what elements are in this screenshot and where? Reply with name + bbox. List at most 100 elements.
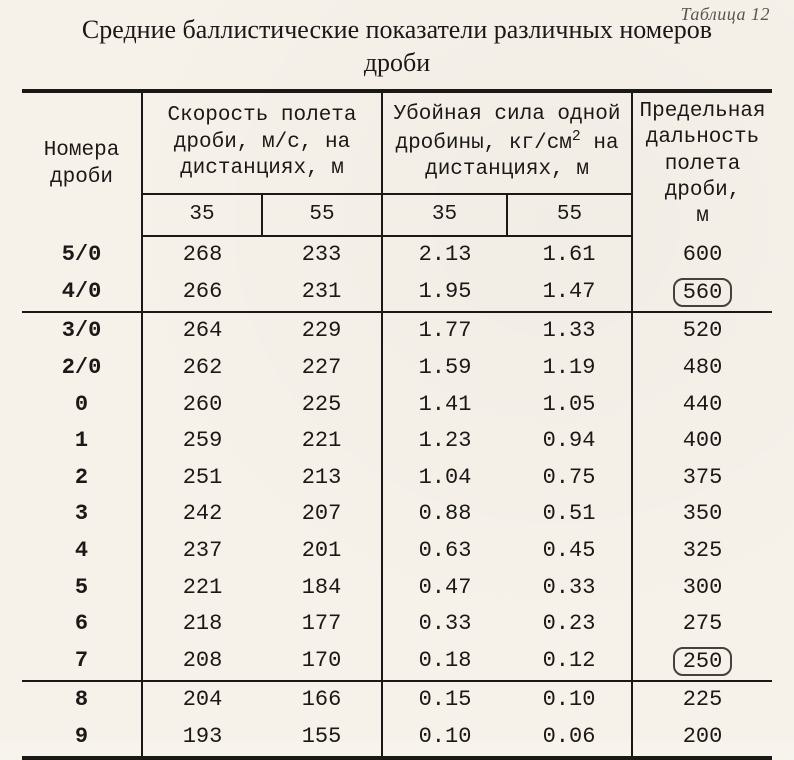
cell-force-35: 0.63	[382, 533, 507, 570]
cell-velocity-35: 221	[142, 570, 262, 607]
cell-velocity-35: 262	[142, 350, 262, 387]
range-header-unit: м	[696, 205, 709, 228]
cell-shot-number: 5	[22, 570, 142, 607]
cell-max-range: 400	[632, 423, 772, 460]
table-row: 42372010.630.45325	[22, 533, 772, 570]
cell-velocity-35: 251	[142, 460, 262, 497]
cell-force-35: 1.95	[382, 274, 507, 313]
title-line-2: дроби	[364, 48, 430, 77]
col-subheader-v55: 55	[262, 194, 382, 237]
cell-shot-number: 6	[22, 606, 142, 643]
cell-max-range: 480	[632, 350, 772, 387]
cell-velocity-35: 264	[142, 312, 262, 350]
table-row: 5/02682332.131.61600	[22, 236, 772, 274]
cell-shot-number: 1	[22, 423, 142, 460]
cell-max-range: 250	[632, 643, 772, 682]
cell-velocity-35: 193	[142, 719, 262, 758]
cell-velocity-55: 177	[262, 606, 382, 643]
cell-force-35: 1.04	[382, 460, 507, 497]
cell-force-55: 0.33	[507, 570, 632, 607]
table-row: 3/02642291.771.33520	[22, 312, 772, 350]
table-header: Номера дроби Скорость полета дроби, м/с,…	[22, 91, 772, 236]
cell-max-range: 300	[632, 570, 772, 607]
cell-velocity-55: 201	[262, 533, 382, 570]
cell-velocity-35: 260	[142, 387, 262, 424]
table-row: 72081700.180.12250	[22, 643, 772, 682]
cell-force-35: 1.23	[382, 423, 507, 460]
table-row: 82041660.150.10225	[22, 681, 772, 719]
cell-force-35: 1.77	[382, 312, 507, 350]
table-row: 62181770.330.23275	[22, 606, 772, 643]
cell-velocity-55: 184	[262, 570, 382, 607]
cell-force-55: 0.94	[507, 423, 632, 460]
cell-shot-number: 7	[22, 643, 142, 682]
cell-force-35: 0.15	[382, 681, 507, 719]
cell-shot-number: 2/0	[22, 350, 142, 387]
cell-force-35: 0.47	[382, 570, 507, 607]
ballistics-table: Номера дроби Скорость полета дроби, м/с,…	[22, 89, 772, 760]
page: Таблица 12 Средние баллистические показа…	[0, 0, 794, 741]
cell-velocity-35: 237	[142, 533, 262, 570]
cell-velocity-55: 229	[262, 312, 382, 350]
title-line-1: Средние баллистические показатели различ…	[82, 15, 712, 44]
cell-velocity-55: 170	[262, 643, 382, 682]
cell-velocity-55: 166	[262, 681, 382, 719]
table-row: 22512131.040.75375	[22, 460, 772, 497]
cell-shot-number: 9	[22, 719, 142, 758]
table-body: 5/02682332.131.616004/02662311.951.47560…	[22, 236, 772, 757]
cell-force-55: 0.51	[507, 496, 632, 533]
col-header-range: Предельная дальность полета дроби, м	[632, 91, 772, 236]
cell-max-range: 350	[632, 496, 772, 533]
cell-velocity-35: 208	[142, 643, 262, 682]
table-row: 02602251.411.05440	[22, 387, 772, 424]
table-row: 52211840.470.33300	[22, 570, 772, 607]
col-header-force-group: Убойная сила одной дробины, кг/см2 на ди…	[382, 91, 632, 194]
cell-force-35: 0.18	[382, 643, 507, 682]
cell-shot-number: 2	[22, 460, 142, 497]
table-row: 32422070.880.51350	[22, 496, 772, 533]
cell-force-35: 1.59	[382, 350, 507, 387]
table-row: 4/02662311.951.47560	[22, 274, 772, 313]
cell-velocity-55: 213	[262, 460, 382, 497]
cell-shot-number: 4	[22, 533, 142, 570]
cell-shot-number: 5/0	[22, 236, 142, 274]
cell-max-range: 200	[632, 719, 772, 758]
highlight-ring: 250	[673, 647, 733, 676]
cell-max-range: 275	[632, 606, 772, 643]
cell-velocity-55: 221	[262, 423, 382, 460]
cell-velocity-55: 207	[262, 496, 382, 533]
col-subheader-v35: 35	[142, 194, 262, 237]
cell-force-55: 1.19	[507, 350, 632, 387]
cell-force-55: 0.45	[507, 533, 632, 570]
cell-velocity-55: 227	[262, 350, 382, 387]
col-header-velocity-group: Скорость полета дроби, м/с, на дистанция…	[142, 91, 382, 194]
force-header-sup: 2	[572, 129, 581, 145]
cell-force-35: 2.13	[382, 236, 507, 274]
page-title: Средние баллистические показатели различ…	[22, 14, 772, 79]
highlight-ring: 560	[673, 278, 733, 307]
cell-max-range: 520	[632, 312, 772, 350]
cell-shot-number: 8	[22, 681, 142, 719]
table-row: 12592211.230.94400	[22, 423, 772, 460]
cell-force-55: 0.75	[507, 460, 632, 497]
cell-velocity-35: 218	[142, 606, 262, 643]
cell-max-range: 600	[632, 236, 772, 274]
cell-velocity-55: 231	[262, 274, 382, 313]
cell-velocity-55: 155	[262, 719, 382, 758]
cell-velocity-35: 242	[142, 496, 262, 533]
table-number-label: Таблица 12	[680, 4, 770, 25]
cell-shot-number: 3	[22, 496, 142, 533]
col-subheader-f55: 55	[507, 194, 632, 237]
cell-velocity-35: 268	[142, 236, 262, 274]
cell-force-35: 1.41	[382, 387, 507, 424]
cell-force-55: 0.10	[507, 681, 632, 719]
table-row: 91931550.100.06200	[22, 719, 772, 758]
cell-force-55: 1.33	[507, 312, 632, 350]
cell-max-range: 560	[632, 274, 772, 313]
cell-max-range: 325	[632, 533, 772, 570]
cell-velocity-55: 233	[262, 236, 382, 274]
cell-max-range: 225	[632, 681, 772, 719]
cell-velocity-35: 204	[142, 681, 262, 719]
cell-force-55: 1.47	[507, 274, 632, 313]
cell-shot-number: 3/0	[22, 312, 142, 350]
